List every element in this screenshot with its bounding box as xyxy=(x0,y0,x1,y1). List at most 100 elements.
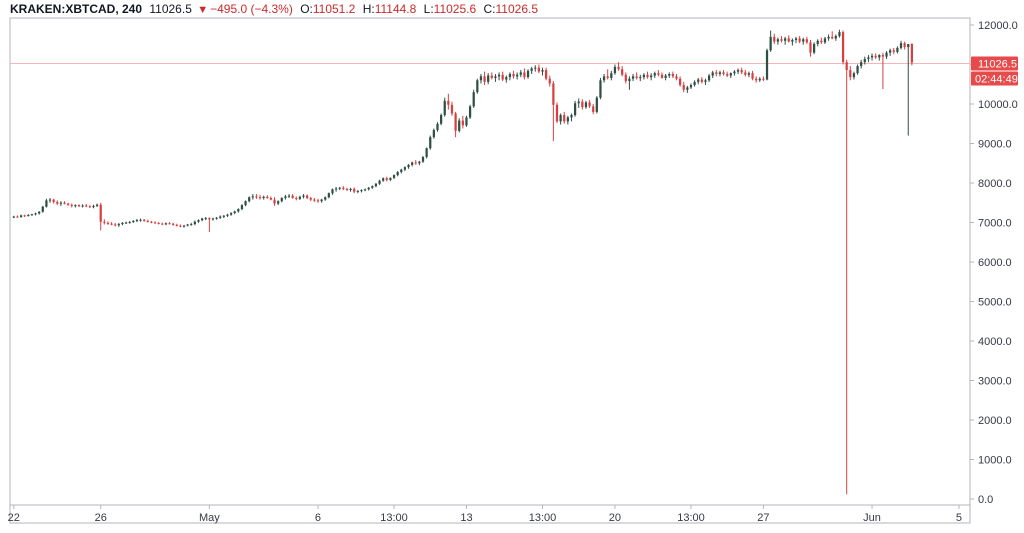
candle[interactable] xyxy=(834,34,837,41)
candle[interactable] xyxy=(501,71,504,82)
candle[interactable] xyxy=(124,221,128,225)
candle[interactable] xyxy=(642,73,646,80)
candle[interactable] xyxy=(12,215,15,219)
candle[interactable] xyxy=(494,73,497,82)
candle[interactable] xyxy=(762,76,765,82)
candle[interactable] xyxy=(309,196,312,202)
candle[interactable] xyxy=(823,36,827,44)
candle[interactable] xyxy=(443,97,446,117)
candle[interactable] xyxy=(715,70,718,77)
candle[interactable] xyxy=(291,194,294,199)
candle[interactable] xyxy=(403,166,407,172)
candle[interactable] xyxy=(128,220,131,224)
candle[interactable] xyxy=(168,222,171,225)
candle[interactable] xyxy=(631,73,635,82)
candle[interactable] xyxy=(490,72,493,80)
candle[interactable] xyxy=(541,67,544,76)
candle[interactable] xyxy=(588,100,591,108)
candle[interactable] xyxy=(621,66,624,77)
candle[interactable] xyxy=(570,113,573,122)
candle[interactable] xyxy=(889,48,892,56)
candle[interactable] xyxy=(327,192,330,199)
candle[interactable] xyxy=(34,212,37,216)
candle[interactable] xyxy=(639,74,642,82)
candle[interactable] xyxy=(30,213,34,216)
candle[interactable] xyxy=(519,70,522,78)
candle[interactable] xyxy=(414,160,417,165)
candle[interactable] xyxy=(700,77,703,84)
candle[interactable] xyxy=(776,37,780,45)
candle[interactable] xyxy=(371,185,374,189)
candle[interactable] xyxy=(841,30,845,65)
candle[interactable] xyxy=(613,64,617,75)
candle[interactable] xyxy=(697,77,700,85)
candle[interactable] xyxy=(584,100,588,109)
candle[interactable] xyxy=(798,36,801,44)
candle[interactable] xyxy=(63,201,66,205)
candle[interactable] xyxy=(258,194,262,200)
candle[interactable] xyxy=(99,202,102,231)
candle[interactable] xyxy=(226,213,229,217)
candle[interactable] xyxy=(382,177,385,182)
candle[interactable] xyxy=(374,183,378,188)
candle[interactable] xyxy=(353,187,356,194)
candle[interactable] xyxy=(190,222,193,226)
candle[interactable] xyxy=(95,203,99,208)
candle[interactable] xyxy=(146,219,149,223)
candle[interactable] xyxy=(635,72,638,80)
candle[interactable] xyxy=(204,216,207,221)
candle[interactable] xyxy=(472,89,475,108)
candle[interactable] xyxy=(606,69,609,80)
candle[interactable] xyxy=(27,214,30,217)
candle[interactable] xyxy=(468,104,472,120)
candle[interactable] xyxy=(827,34,830,41)
candle[interactable] xyxy=(429,135,432,150)
candle[interactable] xyxy=(461,115,464,129)
candle[interactable] xyxy=(563,111,566,124)
candle[interactable] xyxy=(266,195,269,199)
candle[interactable] xyxy=(722,70,725,76)
candle[interactable] xyxy=(52,198,55,204)
candle[interactable] xyxy=(85,203,88,208)
candle[interactable] xyxy=(769,30,772,52)
candle[interactable] xyxy=(686,85,689,93)
candle[interactable] xyxy=(103,219,106,225)
candle[interactable] xyxy=(892,47,895,55)
candle[interactable] xyxy=(70,203,73,208)
candle[interactable] xyxy=(805,36,808,44)
candle[interactable] xyxy=(765,48,769,81)
candle[interactable] xyxy=(59,201,63,206)
candle[interactable] xyxy=(421,156,425,163)
candle[interactable] xyxy=(411,161,414,167)
time-axis[interactable]: 22 26 May 6 13:00 13 13:00 20 13:00 27 Jun 5 xyxy=(8,505,962,524)
candle[interactable] xyxy=(856,64,859,75)
candle[interactable] xyxy=(143,218,146,222)
candle[interactable] xyxy=(682,81,685,93)
candle[interactable] xyxy=(255,194,258,199)
candle[interactable] xyxy=(577,98,580,108)
candle[interactable] xyxy=(791,38,794,46)
candle[interactable] xyxy=(233,210,236,215)
candle[interactable] xyxy=(132,220,135,223)
candle[interactable] xyxy=(378,179,381,185)
candle[interactable] xyxy=(831,31,834,40)
candle[interactable] xyxy=(860,59,863,69)
candle[interactable] xyxy=(657,70,660,77)
candle[interactable] xyxy=(208,217,211,232)
candle[interactable] xyxy=(439,113,443,126)
candle[interactable] xyxy=(334,186,338,192)
candle[interactable] xyxy=(450,101,454,116)
candle[interactable] xyxy=(153,221,157,224)
candle[interactable] xyxy=(870,53,874,61)
candle[interactable] xyxy=(360,189,363,193)
candle[interactable] xyxy=(74,204,77,208)
candle[interactable] xyxy=(903,41,906,50)
candle[interactable] xyxy=(592,104,595,115)
candle[interactable] xyxy=(483,71,486,86)
candle[interactable] xyxy=(664,73,667,81)
candle[interactable] xyxy=(277,200,280,206)
candle[interactable] xyxy=(287,194,291,199)
candle[interactable] xyxy=(338,186,341,191)
candle[interactable] xyxy=(135,218,139,223)
candle[interactable] xyxy=(747,71,751,78)
